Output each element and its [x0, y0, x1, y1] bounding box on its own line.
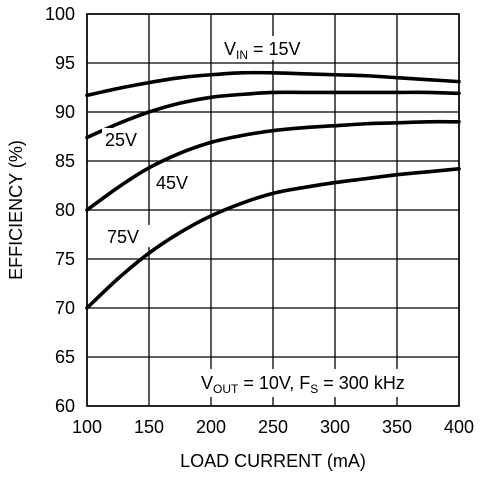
- y-axis-title: EFFICIENCY (%): [6, 140, 26, 280]
- cond-f-sub: S: [310, 382, 318, 396]
- label-75v-bg: [104, 225, 150, 247]
- y-tick-label: 100: [45, 4, 75, 24]
- series-line-75v: [85, 167, 461, 310]
- label-75v: 75V: [107, 227, 139, 247]
- x-tick-label: 200: [196, 417, 226, 437]
- vin-label: VIN = 15V: [224, 39, 301, 62]
- x-tick-label: 250: [258, 417, 288, 437]
- label-25v-bg: [102, 128, 148, 150]
- cond-v: V: [201, 373, 213, 393]
- x-tick-label: 150: [134, 417, 164, 437]
- y-tick-label: 95: [55, 53, 75, 73]
- x-tick-label: 400: [444, 417, 474, 437]
- tick-labels: 100 150 200 250 300 350 400 60 65 70 75 80 85 90 95 100: [45, 4, 474, 437]
- series-line-15v: [85, 70, 461, 98]
- curves: [85, 70, 461, 310]
- x-tick-label: 300: [320, 417, 350, 437]
- condition-label-bg: [199, 369, 457, 397]
- cond-mid: = 10V, F: [238, 373, 310, 393]
- x-axis-title: LOAD CURRENT (mA): [180, 451, 366, 471]
- vin-value: = 15V: [248, 39, 301, 59]
- label-45v-bg: [153, 171, 199, 193]
- vin-label-bg: [218, 36, 328, 60]
- cond-v-sub: OUT: [213, 382, 239, 396]
- vin-subscript: IN: [236, 48, 248, 62]
- condition-label: VOUT = 10V, FS = 300 kHz: [201, 373, 405, 396]
- y-tick-label: 60: [55, 396, 75, 416]
- label-25v: 25V: [105, 130, 137, 150]
- y-tick-label: 70: [55, 298, 75, 318]
- y-tick-label: 75: [55, 249, 75, 269]
- vin-prefix: V: [224, 39, 236, 59]
- y-tick-label: 85: [55, 151, 75, 171]
- y-tick-label: 65: [55, 347, 75, 367]
- label-45v: 45V: [156, 173, 188, 193]
- x-tick-label: 100: [72, 417, 102, 437]
- cond-end: = 300 kHz: [318, 373, 405, 393]
- y-tick-label: 80: [55, 200, 75, 220]
- series-line-45v: [85, 119, 461, 212]
- series-line-25v: [85, 90, 461, 140]
- x-tick-label: 350: [382, 417, 412, 437]
- y-tick-label: 90: [55, 102, 75, 122]
